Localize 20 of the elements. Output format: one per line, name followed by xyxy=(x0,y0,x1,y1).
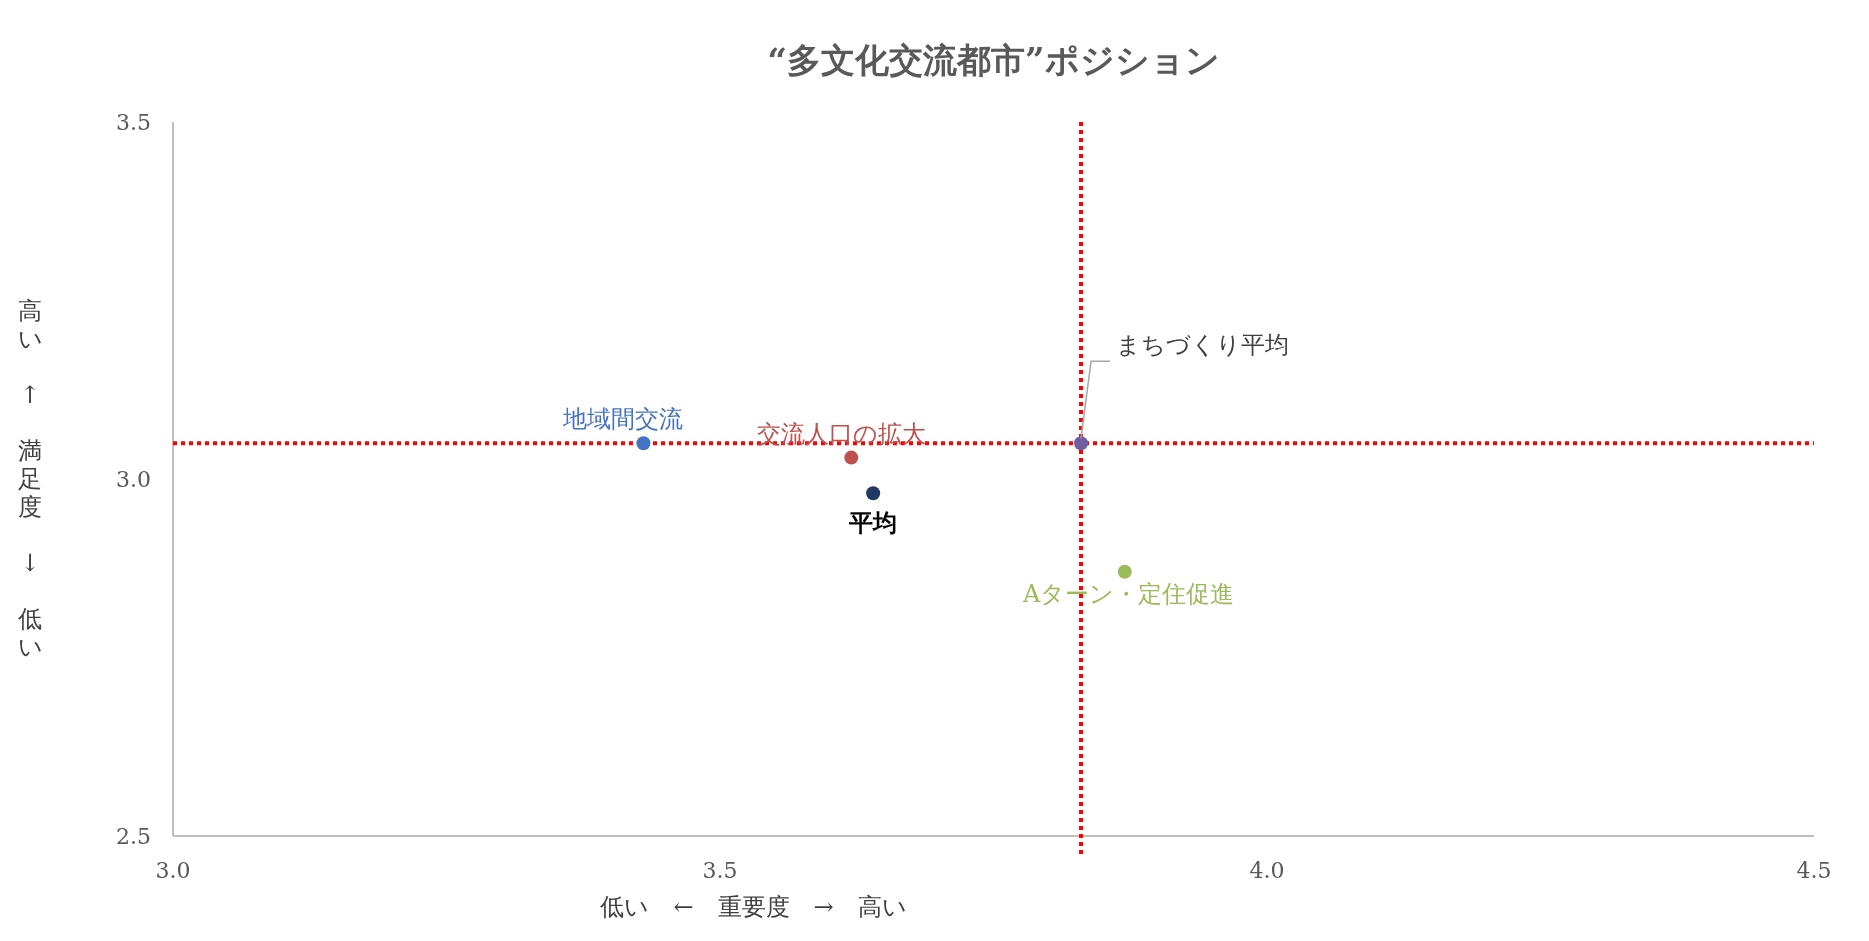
y-tick-label: 3.5 xyxy=(116,110,151,135)
point xyxy=(1117,564,1132,579)
point xyxy=(844,450,859,465)
x-tick-label: 3.0 xyxy=(155,858,191,883)
text: 高い ↑ 満足度 ↓ 低い xyxy=(17,297,43,661)
x-tick-label: 4.5 xyxy=(1796,858,1832,883)
chart-title: “多文化交流都市”ポジション xyxy=(767,40,1220,80)
point xyxy=(866,486,881,501)
point xyxy=(636,436,651,451)
series-label: 地域間交流 xyxy=(562,405,684,434)
series-label: 平均 xyxy=(848,508,898,538)
y-tick-label: 3.0 xyxy=(116,467,151,492)
x-axis-title: 低い ← 重要度 → 高い xyxy=(600,893,907,921)
series-label: Aターン・定住促進 xyxy=(1022,579,1235,608)
series-label: 交流人口の拡大 xyxy=(756,419,926,448)
text: まちづくり平均 xyxy=(1116,331,1290,360)
point xyxy=(1074,436,1089,451)
y-tick-label: 2.5 xyxy=(116,824,151,849)
x-tick-label: 4.0 xyxy=(1249,858,1285,883)
x-tick-label: 3.5 xyxy=(702,858,738,883)
